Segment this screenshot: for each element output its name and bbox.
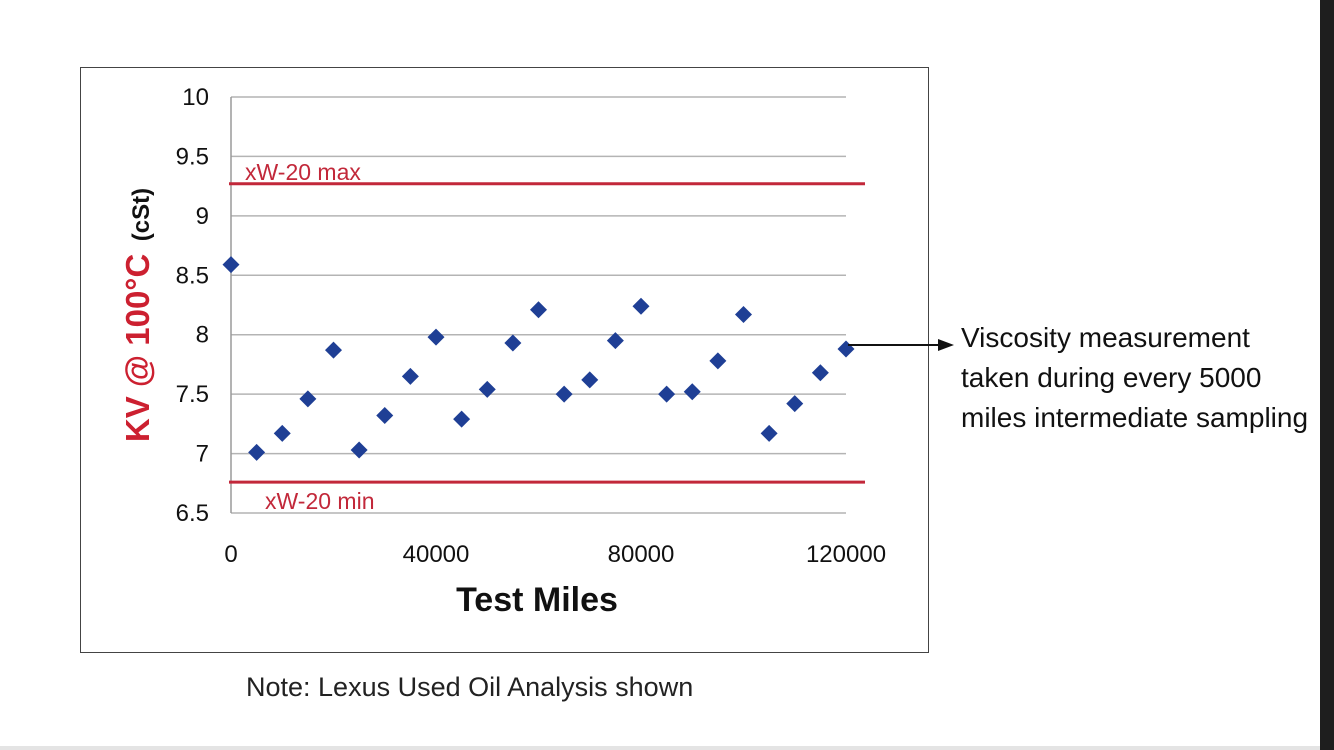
data-point-7 bbox=[401, 367, 419, 385]
chart-frame: xW-20 max xW-20 min 6.5 7 7.5 8 8.5 9 9.5 10 0 400… bbox=[80, 67, 929, 653]
data-point-0 bbox=[222, 256, 240, 274]
data-point-1 bbox=[248, 443, 266, 461]
y-axis-label-unit: (cSt) bbox=[128, 188, 155, 241]
y-tick-label-5: 9 bbox=[196, 203, 209, 230]
data-point-13 bbox=[555, 385, 573, 403]
x-tick-label-3: 120000 bbox=[806, 541, 886, 568]
reference-lines: xW-20 max xW-20 min bbox=[229, 159, 865, 514]
tick-labels: 6.5 7 7.5 8 8.5 9 9.5 10 0 40000 80000 120000 bbox=[176, 84, 886, 568]
data-point-19 bbox=[709, 352, 727, 370]
data-point-10 bbox=[478, 380, 496, 398]
data-point-11 bbox=[504, 334, 522, 352]
x-tick-label-0: 0 bbox=[224, 541, 237, 568]
data-point-14 bbox=[581, 371, 599, 389]
viscosity-scatter-chart: xW-20 max xW-20 min 6.5 7 7.5 8 8.5 9 9.5 10 0 400… bbox=[119, 84, 886, 619]
y-tick-label-0: 6.5 bbox=[176, 500, 209, 527]
data-point-5 bbox=[350, 441, 368, 459]
data-point-3 bbox=[299, 390, 317, 408]
data-point-8 bbox=[427, 328, 445, 346]
svg-text:KV @ 100°C (cSt): KV @ 100°C (cSt) bbox=[119, 188, 156, 442]
y-axis-label: KV @ 100°C (cSt) bbox=[119, 188, 156, 442]
data-point-21 bbox=[760, 424, 778, 442]
reference-line-label-0: xW-20 max bbox=[245, 159, 361, 185]
y-tick-label-2: 7.5 bbox=[176, 381, 209, 408]
gridlines bbox=[230, 96, 846, 514]
y-tick-label-6: 9.5 bbox=[176, 143, 209, 170]
y-tick-label-4: 8.5 bbox=[176, 262, 209, 289]
y-tick-label-1: 7 bbox=[196, 441, 209, 468]
data-point-15 bbox=[606, 332, 624, 350]
window-edge bbox=[1320, 0, 1334, 750]
data-point-4 bbox=[325, 341, 342, 359]
callout-arrow bbox=[848, 339, 954, 351]
data-point-6 bbox=[376, 407, 394, 425]
data-point-20 bbox=[735, 306, 752, 324]
data-point-2 bbox=[273, 424, 291, 442]
data-point-16 bbox=[632, 297, 650, 315]
x-tick-label-2: 80000 bbox=[608, 541, 675, 568]
y-axis-label-main: KV @ 100°C bbox=[119, 254, 156, 442]
callout-text: Viscosity measurement taken during every… bbox=[961, 322, 1309, 433]
y-tick-label-3: 8 bbox=[196, 322, 209, 349]
data-point-9 bbox=[453, 410, 471, 428]
x-axis-label: Test Miles bbox=[456, 581, 618, 619]
data-point-22 bbox=[786, 395, 804, 413]
note-caption: Note: Lexus Used Oil Analysis shown bbox=[246, 672, 694, 702]
data-point-17 bbox=[658, 385, 676, 403]
data-point-18 bbox=[683, 383, 701, 401]
x-tick-label-1: 40000 bbox=[403, 541, 470, 568]
y-tick-label-7: 10 bbox=[182, 84, 209, 111]
data-points bbox=[222, 256, 855, 461]
slide-bottom-strip bbox=[0, 746, 1320, 750]
reference-line-label-1: xW-20 min bbox=[265, 488, 375, 514]
data-point-12 bbox=[530, 301, 547, 319]
data-point-23 bbox=[811, 364, 829, 382]
